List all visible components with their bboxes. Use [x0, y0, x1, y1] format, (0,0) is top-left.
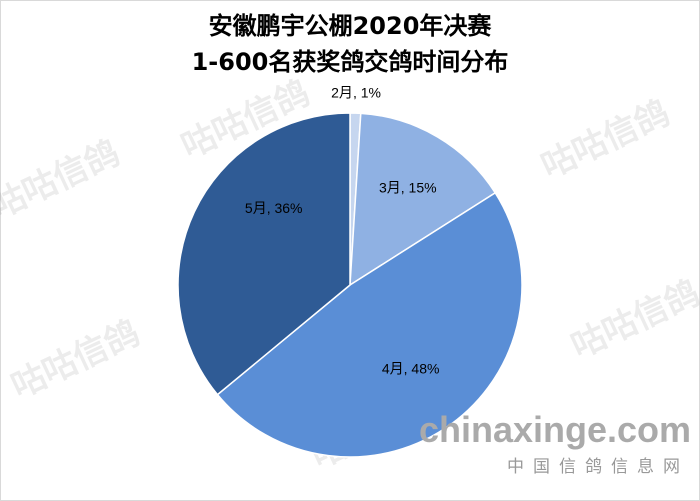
slice-label: 3月, 15%: [379, 179, 437, 195]
slice-value: 1%: [361, 84, 381, 100]
slice-category: 4月: [382, 360, 404, 376]
pie-slice: [177, 112, 351, 396]
site-name: 中国信鸽信息网: [507, 457, 689, 477]
pie-slice: [216, 191, 523, 458]
slice-label: 2月, 1%: [331, 84, 381, 100]
slice-label: 4月, 48%: [382, 360, 440, 376]
slice-value: 48%: [411, 360, 439, 376]
slice-category: 5月: [245, 200, 267, 216]
chart-title: 安徽鹏宇公棚2020年决赛: [209, 12, 493, 40]
slice-label: 5月, 36%: [245, 200, 303, 216]
site-watermark: chinaxinge.com: [419, 409, 691, 450]
slice-category: 3月: [379, 179, 401, 195]
pie: 2月, 1% 3月, 15% 4月, 48% 5月, 36%: [177, 84, 523, 458]
slice-value: 36%: [274, 200, 302, 216]
chart-subtitle: 1-600名获奖鸽交鸽时间分布: [192, 48, 509, 76]
pie-slice: [349, 112, 497, 287]
slice-value: 15%: [409, 179, 437, 195]
slice-category: 2月: [331, 84, 353, 100]
